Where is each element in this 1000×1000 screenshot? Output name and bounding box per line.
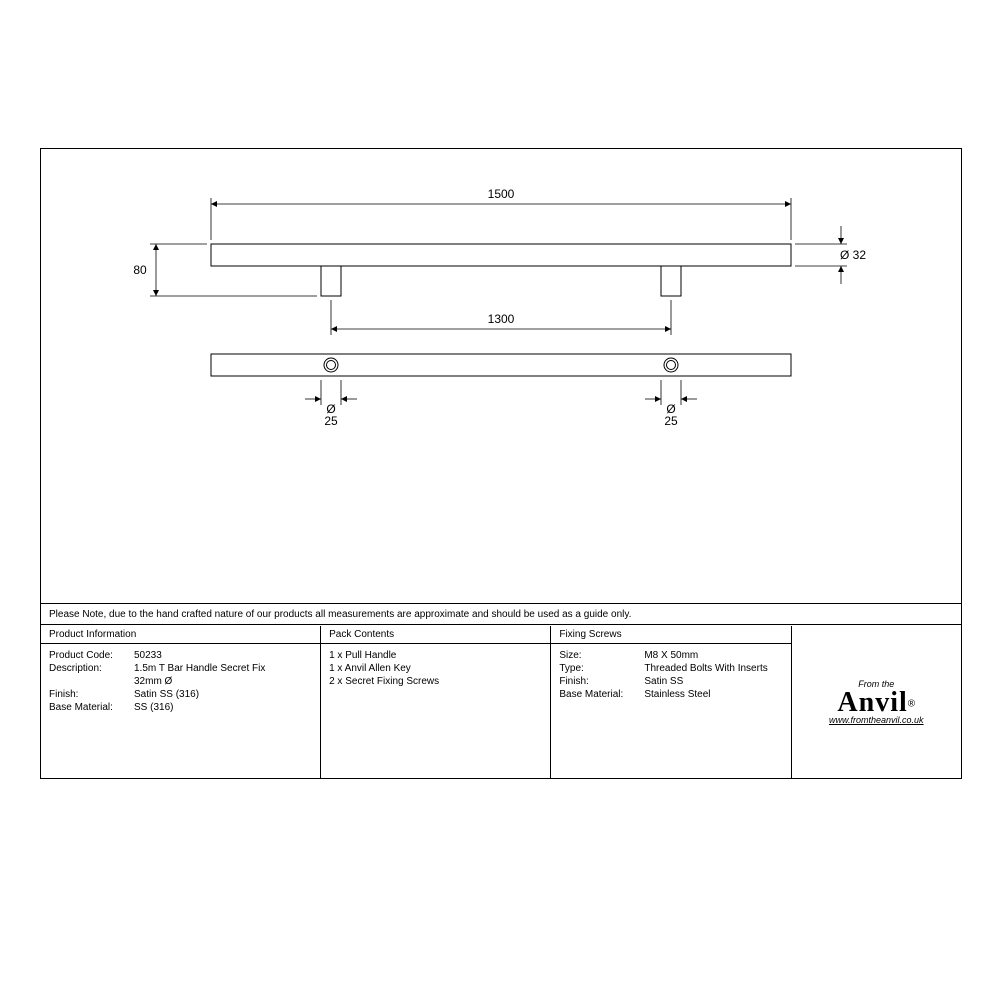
row-label: Description: bbox=[49, 663, 134, 674]
row-value: 50233 bbox=[134, 650, 312, 661]
row-label: Finish: bbox=[559, 676, 644, 687]
row-label: Base Material: bbox=[559, 689, 644, 700]
svg-text:Ø 32: Ø 32 bbox=[840, 248, 866, 262]
svg-text:80: 80 bbox=[133, 263, 147, 277]
fixing-screws-header: Fixing Screws bbox=[551, 626, 790, 644]
svg-text:1300: 1300 bbox=[488, 312, 515, 326]
list-item: 1 x Pull Handle bbox=[329, 650, 542, 661]
row-label: Product Code: bbox=[49, 650, 134, 661]
hole-left-inner bbox=[327, 361, 336, 370]
row-value: SS (316) bbox=[134, 702, 312, 713]
table-row: Product Code:50233 bbox=[49, 650, 312, 661]
logo-brand-name: Anvil bbox=[837, 687, 907, 718]
row-label: Size: bbox=[559, 650, 644, 661]
disclaimer-note: Please Note, due to the hand crafted nat… bbox=[41, 603, 961, 625]
registered-mark: ® bbox=[908, 699, 915, 710]
svg-text:25: 25 bbox=[324, 414, 338, 428]
bar-top-view bbox=[211, 354, 791, 376]
svg-text:25: 25 bbox=[664, 414, 678, 428]
dimensions-group: 150080Ø 321300Ø25Ø25 bbox=[133, 187, 866, 428]
fixing-screws-body: Size:M8 X 50mmType:Threaded Bolts With I… bbox=[551, 644, 790, 778]
table-row: Base Material:SS (316) bbox=[49, 702, 312, 713]
row-value: M8 X 50mm bbox=[644, 650, 782, 661]
row-label: Type: bbox=[559, 663, 644, 674]
svg-text:1500: 1500 bbox=[488, 187, 515, 201]
disclaimer-text: Please Note, due to the hand crafted nat… bbox=[49, 609, 631, 620]
table-row: Base Material:Stainless Steel bbox=[559, 689, 782, 700]
table-row: Finish:Satin SS (316) bbox=[49, 689, 312, 700]
fixing-screws-column: Fixing Screws Size:M8 X 50mmType:Threade… bbox=[551, 626, 791, 778]
table-row: Description:1.5m T Bar Handle Secret Fix bbox=[49, 663, 312, 674]
row-value: 1.5m T Bar Handle Secret Fix bbox=[134, 663, 312, 674]
bar-front-view bbox=[211, 244, 791, 266]
table-row: Finish:Satin SS bbox=[559, 676, 782, 687]
info-table: Product Information Product Code:50233De… bbox=[41, 626, 961, 778]
hole-right-inner bbox=[667, 361, 676, 370]
drawing-svg: 150080Ø 321300Ø25Ø25 bbox=[41, 149, 961, 603]
list-item: 2 x Secret Fixing Screws bbox=[329, 676, 542, 687]
product-info-column: Product Information Product Code:50233De… bbox=[41, 626, 321, 778]
leg-left-front bbox=[321, 266, 341, 296]
table-row: Size:M8 X 50mm bbox=[559, 650, 782, 661]
row-value: Satin SS bbox=[644, 676, 782, 687]
table-row: 32mm Ø bbox=[134, 676, 312, 687]
pack-contents-header: Pack Contents bbox=[321, 626, 550, 644]
pack-contents-body: 1 x Pull Handle 1 x Anvil Allen Key 2 x Se… bbox=[321, 644, 550, 778]
row-value: Threaded Bolts With Inserts bbox=[644, 663, 782, 674]
product-info-body: Product Code:50233Description:1.5m T Bar… bbox=[41, 644, 320, 778]
technical-drawing: 150080Ø 321300Ø25Ø25 bbox=[41, 149, 961, 603]
product-info-header: Product Information bbox=[41, 626, 320, 644]
row-value: Satin SS (316) bbox=[134, 689, 312, 700]
logo-url: www.fromtheanvil.co.uk bbox=[829, 715, 924, 725]
brand-logo-column: From the Anvil® www.fromtheanvil.co.uk bbox=[792, 626, 961, 778]
pack-contents-column: Pack Contents 1 x Pull Handle 1 x Anvil A… bbox=[321, 626, 551, 778]
leg-right-front bbox=[661, 266, 681, 296]
row-label: Finish: bbox=[49, 689, 134, 700]
table-row: Type:Threaded Bolts With Inserts bbox=[559, 663, 782, 674]
list-item: 1 x Anvil Allen Key bbox=[329, 663, 542, 674]
drawing-frame: 150080Ø 321300Ø25Ø25 Please Note, due to… bbox=[40, 148, 962, 779]
row-value: Stainless Steel bbox=[644, 689, 782, 700]
row-label: Base Material: bbox=[49, 702, 134, 713]
